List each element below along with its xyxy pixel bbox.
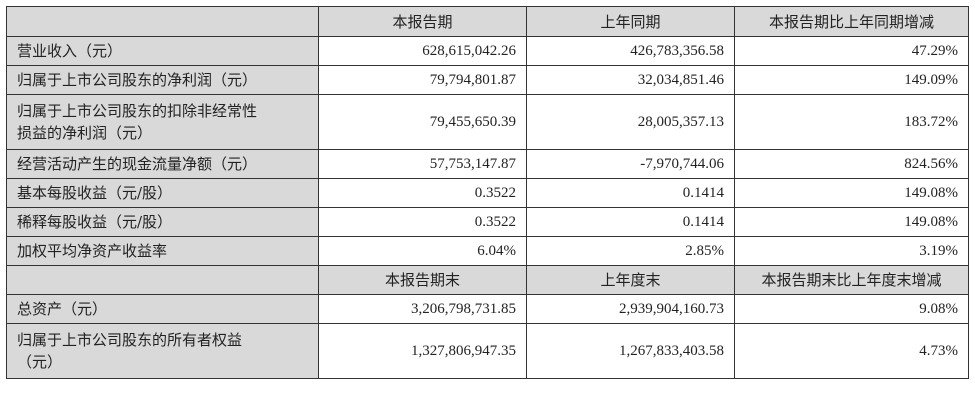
header-change: 本报告期比上年同期增减 xyxy=(734,6,969,37)
row-label-line2: （元） xyxy=(17,353,63,371)
table-row: 归属于上市公司股东的所有者权益 （元） 1,327,806,947.35 1,2… xyxy=(6,323,969,379)
header-blank xyxy=(6,265,319,295)
row-label: 加权平均净资产收益率 xyxy=(6,236,319,266)
current-value: 0.3522 xyxy=(318,207,527,237)
current-value: 3,206,798,731.85 xyxy=(318,294,527,324)
table-row: 稀释每股收益（元/股） 0.3522 0.1414 149.08% xyxy=(6,207,969,237)
current-value: 6.04% xyxy=(318,236,527,266)
prior-value: 28,005,357.13 xyxy=(526,94,735,150)
change-value: 4.73% xyxy=(734,323,969,379)
table-row: 营业收入（元） 628,615,042.26 426,783,356.58 47… xyxy=(6,36,969,66)
header-row-period-end: 本报告期末 上年度末 本报告期末比上年度末增减 xyxy=(6,265,969,295)
table-row: 基本每股收益（元/股） 0.3522 0.1414 149.08% xyxy=(6,178,969,208)
row-label-line2: 损益的净利润（元） xyxy=(17,124,153,142)
prior-value: 2,939,904,160.73 xyxy=(526,294,735,324)
financial-summary-table: 本报告期 上年同期 本报告期比上年同期增减 营业收入（元） 628,615,04… xyxy=(6,6,969,379)
table-row: 经营活动产生的现金流量净额（元） 57,753,147.87 -7,970,74… xyxy=(6,149,969,179)
row-label: 总资产（元） xyxy=(6,294,319,324)
table-row: 总资产（元） 3,206,798,731.85 2,939,904,160.73… xyxy=(6,294,969,324)
change-value: 9.08% xyxy=(734,294,969,324)
header-change-period-end: 本报告期末比上年度末增减 xyxy=(734,265,969,295)
table-row: 归属于上市公司股东的扣除非经常性 损益的净利润（元） 79,455,650.39… xyxy=(6,94,969,150)
row-label: 归属于上市公司股东的扣除非经常性 损益的净利润（元） xyxy=(6,94,319,150)
current-value: 0.3522 xyxy=(318,178,527,208)
header-row-period: 本报告期 上年同期 本报告期比上年同期增减 xyxy=(6,6,969,37)
header-current-period-end: 本报告期末 xyxy=(318,265,527,295)
change-value: 149.08% xyxy=(734,178,969,208)
prior-value: -7,970,744.06 xyxy=(526,149,735,179)
row-label-line1: 归属于上市公司股东的扣除非经常性 xyxy=(17,102,258,120)
row-label: 归属于上市公司股东的净利润（元） xyxy=(6,65,319,95)
current-value: 79,455,650.39 xyxy=(318,94,527,150)
change-value: 183.72% xyxy=(734,94,969,150)
table-row: 归属于上市公司股东的净利润（元） 79,794,801.87 32,034,85… xyxy=(6,65,969,95)
prior-value: 0.1414 xyxy=(526,207,735,237)
table-row: 加权平均净资产收益率 6.04% 2.85% 3.19% xyxy=(6,236,969,266)
prior-value: 426,783,356.58 xyxy=(526,36,735,66)
prior-value: 2.85% xyxy=(526,236,735,266)
current-value: 79,794,801.87 xyxy=(318,65,527,95)
change-value: 149.08% xyxy=(734,207,969,237)
prior-value: 32,034,851.46 xyxy=(526,65,735,95)
row-label: 归属于上市公司股东的所有者权益 （元） xyxy=(6,323,319,379)
header-blank xyxy=(6,6,319,37)
row-label: 营业收入（元） xyxy=(6,36,319,66)
change-value: 824.56% xyxy=(734,149,969,179)
change-value: 3.19% xyxy=(734,236,969,266)
row-label: 经营活动产生的现金流量净额（元） xyxy=(6,149,319,179)
row-label: 稀释每股收益（元/股） xyxy=(6,207,319,237)
header-current-period: 本报告期 xyxy=(318,6,527,37)
row-label-line1: 归属于上市公司股东的所有者权益 xyxy=(17,331,243,349)
prior-value: 0.1414 xyxy=(526,178,735,208)
header-prior-period: 上年同期 xyxy=(526,6,735,37)
change-value: 47.29% xyxy=(734,36,969,66)
row-label: 基本每股收益（元/股） xyxy=(6,178,319,208)
change-value: 149.09% xyxy=(734,65,969,95)
current-value: 1,327,806,947.35 xyxy=(318,323,527,379)
current-value: 628,615,042.26 xyxy=(318,36,527,66)
current-value: 57,753,147.87 xyxy=(318,149,527,179)
header-prior-year-end: 上年度末 xyxy=(526,265,735,295)
prior-value: 1,267,833,403.58 xyxy=(526,323,735,379)
